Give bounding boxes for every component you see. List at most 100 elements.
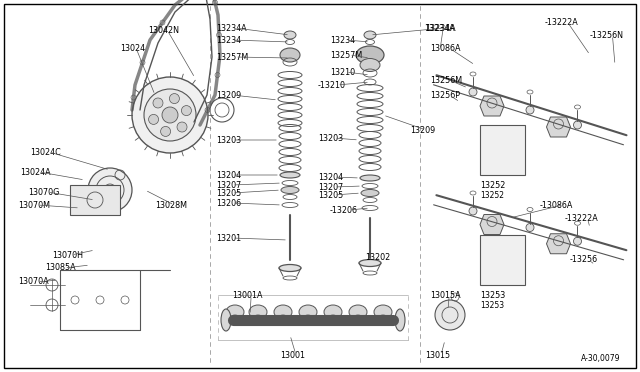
Text: 13234A: 13234A xyxy=(425,23,456,32)
Ellipse shape xyxy=(302,315,314,325)
Text: 13253: 13253 xyxy=(480,291,505,299)
Ellipse shape xyxy=(377,315,389,325)
Text: 13207: 13207 xyxy=(318,183,343,192)
Text: 13015: 13015 xyxy=(425,350,450,359)
Circle shape xyxy=(148,115,159,124)
Ellipse shape xyxy=(226,305,244,319)
Text: 13234: 13234 xyxy=(330,35,355,45)
Ellipse shape xyxy=(364,31,376,39)
Ellipse shape xyxy=(274,305,292,319)
Text: 13070G: 13070G xyxy=(28,187,60,196)
Ellipse shape xyxy=(280,48,300,62)
Ellipse shape xyxy=(356,46,384,64)
Text: 13209: 13209 xyxy=(216,90,241,99)
Circle shape xyxy=(144,89,196,141)
Bar xyxy=(480,235,525,285)
Text: 13001A: 13001A xyxy=(232,291,262,299)
Circle shape xyxy=(153,98,163,108)
Text: 13070H: 13070H xyxy=(52,250,83,260)
Text: 13206: 13206 xyxy=(216,199,241,208)
Ellipse shape xyxy=(299,305,317,319)
Circle shape xyxy=(132,77,208,153)
Ellipse shape xyxy=(374,305,392,319)
Circle shape xyxy=(469,88,477,96)
Text: -13086A: -13086A xyxy=(540,201,573,209)
Text: 13203: 13203 xyxy=(216,135,241,144)
Text: 13257M: 13257M xyxy=(216,52,248,61)
Ellipse shape xyxy=(229,315,241,325)
Text: 13201: 13201 xyxy=(216,234,241,243)
Text: 13024: 13024 xyxy=(120,44,145,52)
Ellipse shape xyxy=(324,305,342,319)
Text: A-30,0079: A-30,0079 xyxy=(580,353,620,362)
Polygon shape xyxy=(480,96,504,116)
Text: -13256: -13256 xyxy=(570,256,598,264)
Text: 13203: 13203 xyxy=(318,134,343,142)
Circle shape xyxy=(573,237,582,245)
Text: 13204: 13204 xyxy=(318,173,343,182)
Circle shape xyxy=(170,94,179,103)
Ellipse shape xyxy=(279,264,301,272)
Text: 13257M: 13257M xyxy=(330,51,362,60)
Text: -13222A: -13222A xyxy=(565,214,599,222)
Ellipse shape xyxy=(349,305,367,319)
Text: 13024C: 13024C xyxy=(30,148,61,157)
Text: 13070M: 13070M xyxy=(18,201,50,209)
Text: 13085A: 13085A xyxy=(45,263,76,273)
Text: 13202: 13202 xyxy=(365,253,390,263)
Text: 13256M: 13256M xyxy=(430,76,462,84)
Text: 13234A: 13234A xyxy=(424,23,454,32)
Text: 13205: 13205 xyxy=(318,190,343,199)
Circle shape xyxy=(162,107,178,123)
Text: 13086A: 13086A xyxy=(430,44,461,52)
Text: 13207: 13207 xyxy=(216,180,241,189)
Circle shape xyxy=(469,207,477,215)
Text: 13024A: 13024A xyxy=(20,167,51,176)
Text: 13028M: 13028M xyxy=(155,201,187,209)
Bar xyxy=(70,185,120,215)
Circle shape xyxy=(526,224,534,231)
Ellipse shape xyxy=(361,189,379,196)
Polygon shape xyxy=(547,234,570,254)
Polygon shape xyxy=(480,215,504,234)
Ellipse shape xyxy=(360,58,380,71)
Ellipse shape xyxy=(327,315,339,325)
Text: 13205: 13205 xyxy=(216,189,241,198)
Text: 13070A: 13070A xyxy=(18,278,49,286)
Circle shape xyxy=(435,300,465,330)
Ellipse shape xyxy=(249,305,267,319)
Ellipse shape xyxy=(252,315,264,325)
Polygon shape xyxy=(547,117,570,137)
Ellipse shape xyxy=(280,172,300,178)
Ellipse shape xyxy=(352,315,364,325)
Text: 13204: 13204 xyxy=(216,170,241,180)
Circle shape xyxy=(161,126,171,137)
Ellipse shape xyxy=(284,31,296,39)
Text: 13001: 13001 xyxy=(280,350,305,359)
Ellipse shape xyxy=(359,260,381,266)
Circle shape xyxy=(526,106,534,114)
Circle shape xyxy=(573,121,582,129)
Text: 13234A: 13234A xyxy=(216,23,246,32)
Text: -13210: -13210 xyxy=(318,80,346,90)
Text: -13256N: -13256N xyxy=(590,31,624,39)
Circle shape xyxy=(177,122,187,132)
Text: 13253: 13253 xyxy=(480,301,504,310)
Ellipse shape xyxy=(221,309,231,331)
Text: 13210: 13210 xyxy=(330,67,355,77)
Ellipse shape xyxy=(277,315,289,325)
Text: 13252: 13252 xyxy=(480,190,504,199)
Text: 13015A: 13015A xyxy=(430,291,461,299)
Text: 13256P: 13256P xyxy=(430,90,460,99)
Text: 13209: 13209 xyxy=(410,125,435,135)
Circle shape xyxy=(88,168,132,212)
Text: 13234: 13234 xyxy=(216,35,241,45)
Text: -13222A: -13222A xyxy=(545,17,579,26)
Ellipse shape xyxy=(281,186,299,193)
Circle shape xyxy=(181,106,191,116)
Ellipse shape xyxy=(360,175,380,181)
Text: 13252: 13252 xyxy=(480,180,506,189)
Bar xyxy=(480,125,525,175)
Ellipse shape xyxy=(395,309,405,331)
Text: 13042N: 13042N xyxy=(148,26,179,35)
